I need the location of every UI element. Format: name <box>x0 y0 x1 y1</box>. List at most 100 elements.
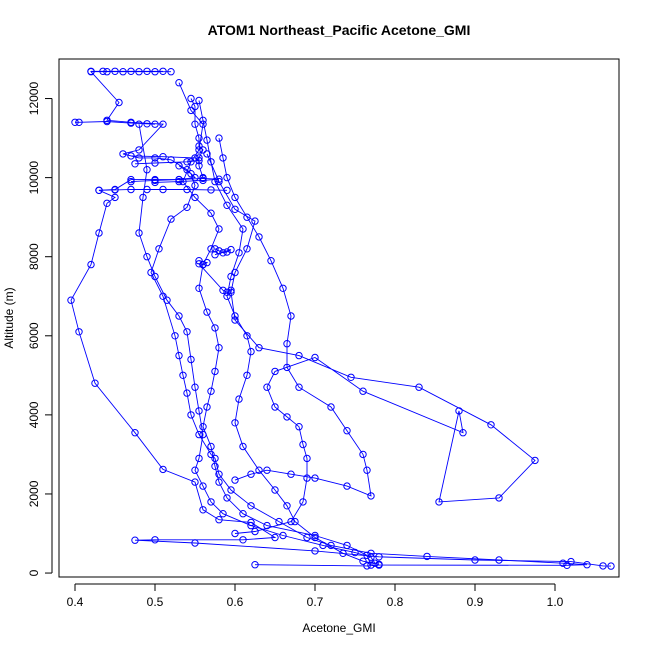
data-point <box>563 561 571 569</box>
data-point <box>343 427 351 435</box>
data-point <box>207 158 215 166</box>
data-point <box>131 429 139 437</box>
data-point <box>87 67 95 76</box>
data-point <box>291 517 299 526</box>
data-point <box>163 296 171 304</box>
series-11 <box>71 117 159 128</box>
y-tick-label: 2000 <box>27 480 41 507</box>
y-tick-label: 10000 <box>27 161 41 195</box>
series-13 <box>187 94 207 182</box>
data-point <box>275 517 283 526</box>
y-tick-label: 8000 <box>27 243 41 270</box>
data-point <box>247 347 255 356</box>
data-point <box>71 118 79 127</box>
data-point <box>263 383 271 391</box>
data-point <box>459 429 467 437</box>
data-point <box>187 411 195 419</box>
data-point <box>251 527 259 536</box>
series-12 <box>95 185 231 195</box>
data-point <box>303 474 311 482</box>
data-point <box>267 257 275 265</box>
data-point <box>203 136 211 144</box>
data-point <box>175 351 183 360</box>
data-point <box>87 260 95 269</box>
series-line <box>197 260 232 293</box>
data-point <box>195 257 203 265</box>
data-point <box>495 494 503 502</box>
data-point <box>195 154 203 162</box>
series-line <box>206 153 536 534</box>
data-point <box>359 557 367 565</box>
data-point <box>183 389 191 397</box>
data-point <box>223 173 231 182</box>
data-point <box>159 120 167 128</box>
data-point <box>203 258 211 267</box>
data-point <box>143 253 151 261</box>
data-point <box>279 284 287 292</box>
data-point <box>243 332 251 340</box>
data-point <box>95 229 103 237</box>
y-axis: 0 2000 4000 6000 8000 10000 12000 <box>27 82 53 576</box>
data-point <box>239 225 247 233</box>
data-point <box>183 185 191 194</box>
data-point <box>187 355 195 364</box>
data-point <box>159 185 167 194</box>
data-point <box>223 288 231 296</box>
y-tick-label: 0 <box>27 569 41 576</box>
data-point <box>195 284 203 292</box>
data-point <box>179 371 187 379</box>
data-point <box>135 120 143 128</box>
data-point <box>95 186 103 195</box>
data-point <box>191 478 199 486</box>
series-layer <box>67 67 615 570</box>
data-point <box>219 154 227 162</box>
data-point <box>127 177 135 186</box>
data-point <box>91 379 99 387</box>
data-point <box>195 162 203 170</box>
data-point <box>207 186 215 194</box>
series-10 <box>87 67 167 76</box>
data-point <box>207 245 215 253</box>
data-point <box>143 185 151 194</box>
data-point <box>199 260 207 269</box>
data-point <box>191 102 199 111</box>
data-point <box>227 286 235 294</box>
data-point <box>327 541 335 550</box>
data-point <box>227 245 235 254</box>
data-point <box>287 517 295 526</box>
x-tick-label: 0.9 <box>467 595 484 609</box>
data-point <box>423 552 431 561</box>
data-point <box>299 498 307 506</box>
data-point <box>151 176 159 185</box>
data-point <box>215 225 223 233</box>
data-point <box>471 556 479 564</box>
data-point <box>599 562 607 570</box>
data-point <box>191 466 199 474</box>
data-point <box>175 162 183 170</box>
data-point <box>367 492 375 500</box>
data-point <box>231 419 239 427</box>
data-point <box>363 466 371 474</box>
data-point <box>227 486 235 494</box>
data-point <box>103 199 111 208</box>
data-point <box>207 450 215 459</box>
data-point <box>151 154 159 162</box>
data-point <box>211 251 219 259</box>
data-point <box>151 120 159 128</box>
data-point <box>359 450 367 459</box>
data-point <box>191 120 199 128</box>
data-point <box>139 193 147 202</box>
data-point <box>159 67 167 76</box>
data-point <box>143 120 151 128</box>
data-point <box>247 502 255 510</box>
data-point <box>327 403 335 411</box>
chart-title: ATOM1 Northeast_Pacific Acetone_GMI <box>208 22 471 38</box>
data-point <box>215 134 223 142</box>
plot-frame <box>58 58 620 578</box>
data-point <box>127 119 135 127</box>
series-line <box>138 124 376 564</box>
data-point <box>215 516 223 524</box>
data-point <box>367 549 375 557</box>
data-point <box>199 430 207 439</box>
